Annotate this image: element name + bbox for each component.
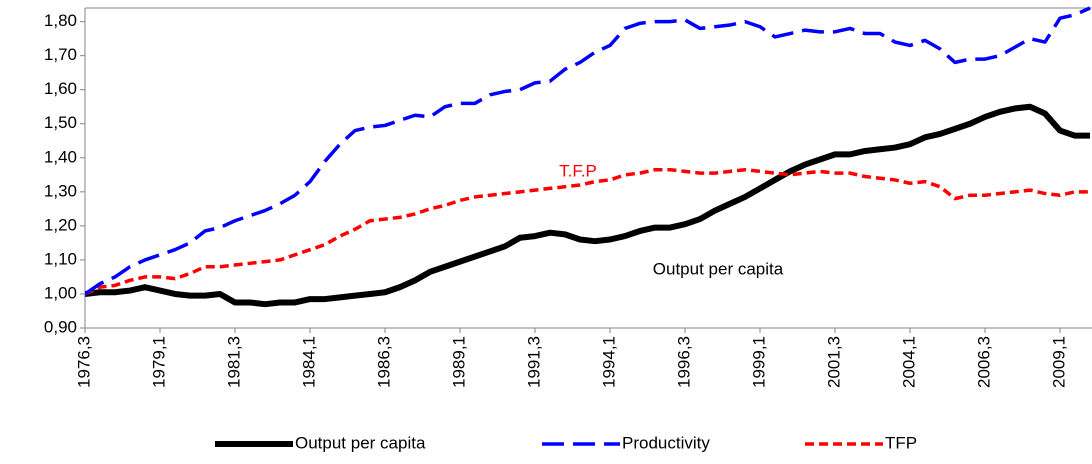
x-tick-label: 2009,1	[1049, 336, 1068, 388]
series-line	[85, 6, 1091, 296]
x-tick-label: 1994,1	[599, 336, 618, 388]
x-tick-label: 1984,1	[299, 336, 318, 388]
x-tick-label: 2001,3	[824, 336, 843, 388]
y-tick-label: 1,70	[44, 45, 77, 64]
x-tick-label: 1999,1	[749, 336, 768, 388]
x-tick-label: 1996,3	[674, 336, 693, 388]
x-tick-label: 2006,3	[974, 336, 993, 388]
x-tick-label: 1979,1	[149, 336, 168, 388]
x-tick-label: 1981,3	[224, 336, 243, 388]
y-tick-label: 1,20	[44, 215, 77, 234]
y-tick-label: 0,90	[44, 317, 77, 336]
y-tick-label: 1,40	[44, 147, 77, 166]
y-tick-label: 1,80	[44, 11, 77, 30]
y-tick-label: 1,60	[44, 79, 77, 98]
legend-label: TFP	[885, 433, 917, 452]
legend-label: Productivity	[622, 433, 710, 452]
y-tick-label: 1,00	[44, 283, 77, 302]
y-tick-label: 1,30	[44, 181, 77, 200]
y-tick-label: 1,10	[44, 249, 77, 268]
x-tick-label: 1986,3	[374, 336, 393, 388]
x-tick-label: 2004,1	[899, 336, 918, 388]
x-tick-label: 1976,3	[74, 336, 93, 388]
plot-area	[85, 6, 1091, 308]
y-tick-label: 1,50	[44, 113, 77, 132]
annotation: T.F.P	[559, 161, 597, 180]
series-line	[85, 103, 1090, 308]
series-line	[85, 167, 1090, 296]
x-tick-label: 1991,3	[524, 336, 543, 388]
legend-label: Output per capita	[295, 433, 426, 452]
annotation: Output per capita	[653, 259, 784, 278]
x-tick-label: 1989,1	[449, 336, 468, 388]
